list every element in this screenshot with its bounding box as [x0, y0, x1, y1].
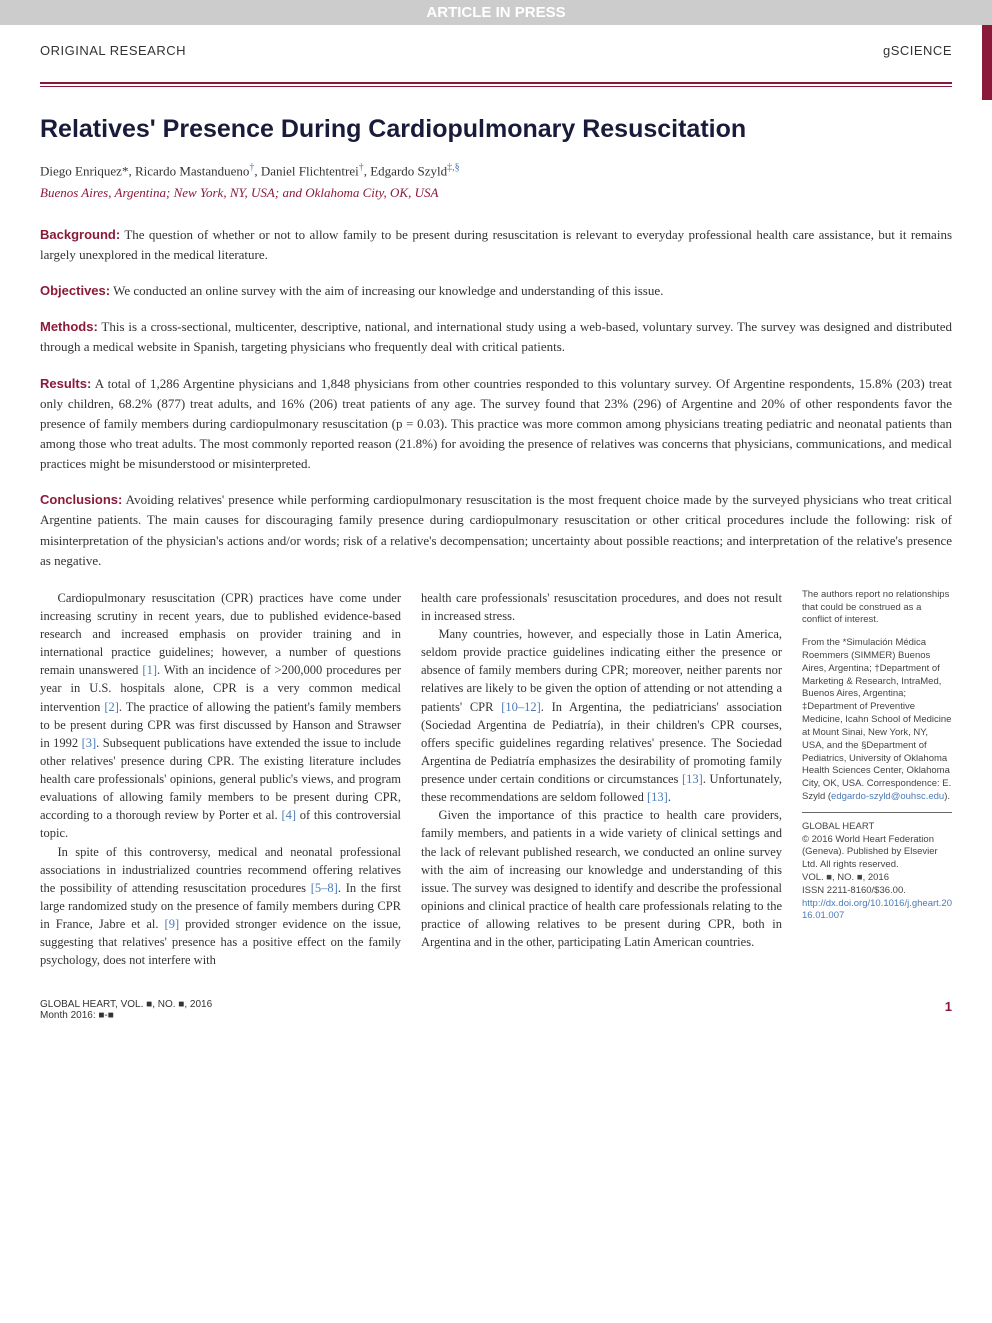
article-title: Relatives' Presence During Cardiopulmona…: [40, 115, 952, 144]
abstract-conclusions: Conclusions: Avoiding relatives' presenc…: [40, 490, 952, 571]
authors-line: Diego Enriquez*, Ricardo Mastandueno†, D…: [40, 160, 952, 181]
ref-1[interactable]: [1]: [142, 663, 157, 677]
journal-section: gSCIENCE: [883, 43, 952, 58]
conclusions-label: Conclusions:: [40, 492, 122, 507]
results-label: Results:: [40, 376, 91, 391]
rule-top: [40, 82, 952, 84]
column-2: health care professionals' resuscitation…: [421, 589, 782, 970]
page-footer: GLOBAL HEART, VOL. ■, NO. ■, 2016 Month …: [40, 999, 952, 1021]
disclosure-text: The authors report no relationships that…: [802, 589, 949, 626]
footer-month: Month 2016: ■-■: [40, 1010, 212, 1021]
col2-p2d: .: [668, 790, 671, 804]
rule-top-thin: [40, 86, 952, 87]
sidebar: The authors report no relationships that…: [802, 589, 952, 970]
column-1: Cardiopulmonary resuscitation (CPR) prac…: [40, 589, 401, 970]
col2-p3: Given the importance of this practice to…: [421, 806, 782, 951]
volume-info: VOL. ■, NO. ■, 2016: [802, 872, 952, 885]
header-row: ORIGINAL RESEARCH gSCIENCE: [40, 25, 952, 82]
background-label: Background:: [40, 227, 120, 242]
abstract-objectives: Objectives: We conducted an online surve…: [40, 281, 952, 301]
abstract-background: Background: The question of whether or n…: [40, 225, 952, 265]
page-number: 1: [945, 999, 952, 1021]
ref-5-8[interactable]: [5–8]: [311, 881, 338, 895]
copyright-text: © 2016 World Heart Federation (Geneva). …: [802, 834, 952, 872]
sidebar-separator: [802, 812, 952, 813]
ref-10-12[interactable]: [10–12]: [501, 700, 541, 714]
results-text: A total of 1,286 Argentine physicians an…: [40, 376, 952, 472]
from-text: From the *Simulación Médica Roemmers (SI…: [802, 637, 951, 802]
correspondence-email[interactable]: edgardo-szyld@ouhsc.edu: [831, 791, 944, 802]
article-in-press-banner: ARTICLE IN PRESS: [0, 0, 992, 25]
footer-citation: GLOBAL HEART, VOL. ■, NO. ■, 2016: [40, 999, 212, 1010]
body-columns: Cardiopulmonary resuscitation (CPR) prac…: [40, 589, 952, 970]
methods-label: Methods:: [40, 319, 98, 334]
objectives-label: Objectives:: [40, 283, 110, 298]
abstract-results: Results: A total of 1,286 Argentine phys…: [40, 374, 952, 475]
journal-name: GLOBAL HEART: [802, 821, 952, 834]
section-label: ORIGINAL RESEARCH: [40, 43, 186, 58]
ref-4[interactable]: [4]: [281, 808, 296, 822]
methods-text: This is a cross-sectional, multicenter, …: [40, 319, 952, 354]
conclusions-text: Avoiding relatives' presence while perfo…: [40, 492, 952, 567]
col2-p1: health care professionals' resuscitation…: [421, 589, 782, 625]
affiliation-line: Buenos Aires, Argentina; New York, NY, U…: [40, 185, 952, 201]
issn-info: ISSN 2211-8160/$36.00.: [802, 885, 952, 898]
ref-3[interactable]: [3]: [82, 736, 97, 750]
ref-9[interactable]: [9]: [165, 917, 180, 931]
from-end: ).: [944, 791, 950, 802]
background-text: The question of whether or not to allow …: [40, 227, 952, 262]
ref-13b[interactable]: [13]: [647, 790, 668, 804]
ref-2[interactable]: [2]: [104, 700, 119, 714]
abstract-methods: Methods: This is a cross-sectional, mult…: [40, 317, 952, 357]
objectives-text: We conducted an online survey with the a…: [110, 283, 663, 298]
ref-13a[interactable]: [13]: [682, 772, 703, 786]
doi-link[interactable]: http://dx.doi.org/10.1016/j.gheart.2016.…: [802, 898, 952, 924]
